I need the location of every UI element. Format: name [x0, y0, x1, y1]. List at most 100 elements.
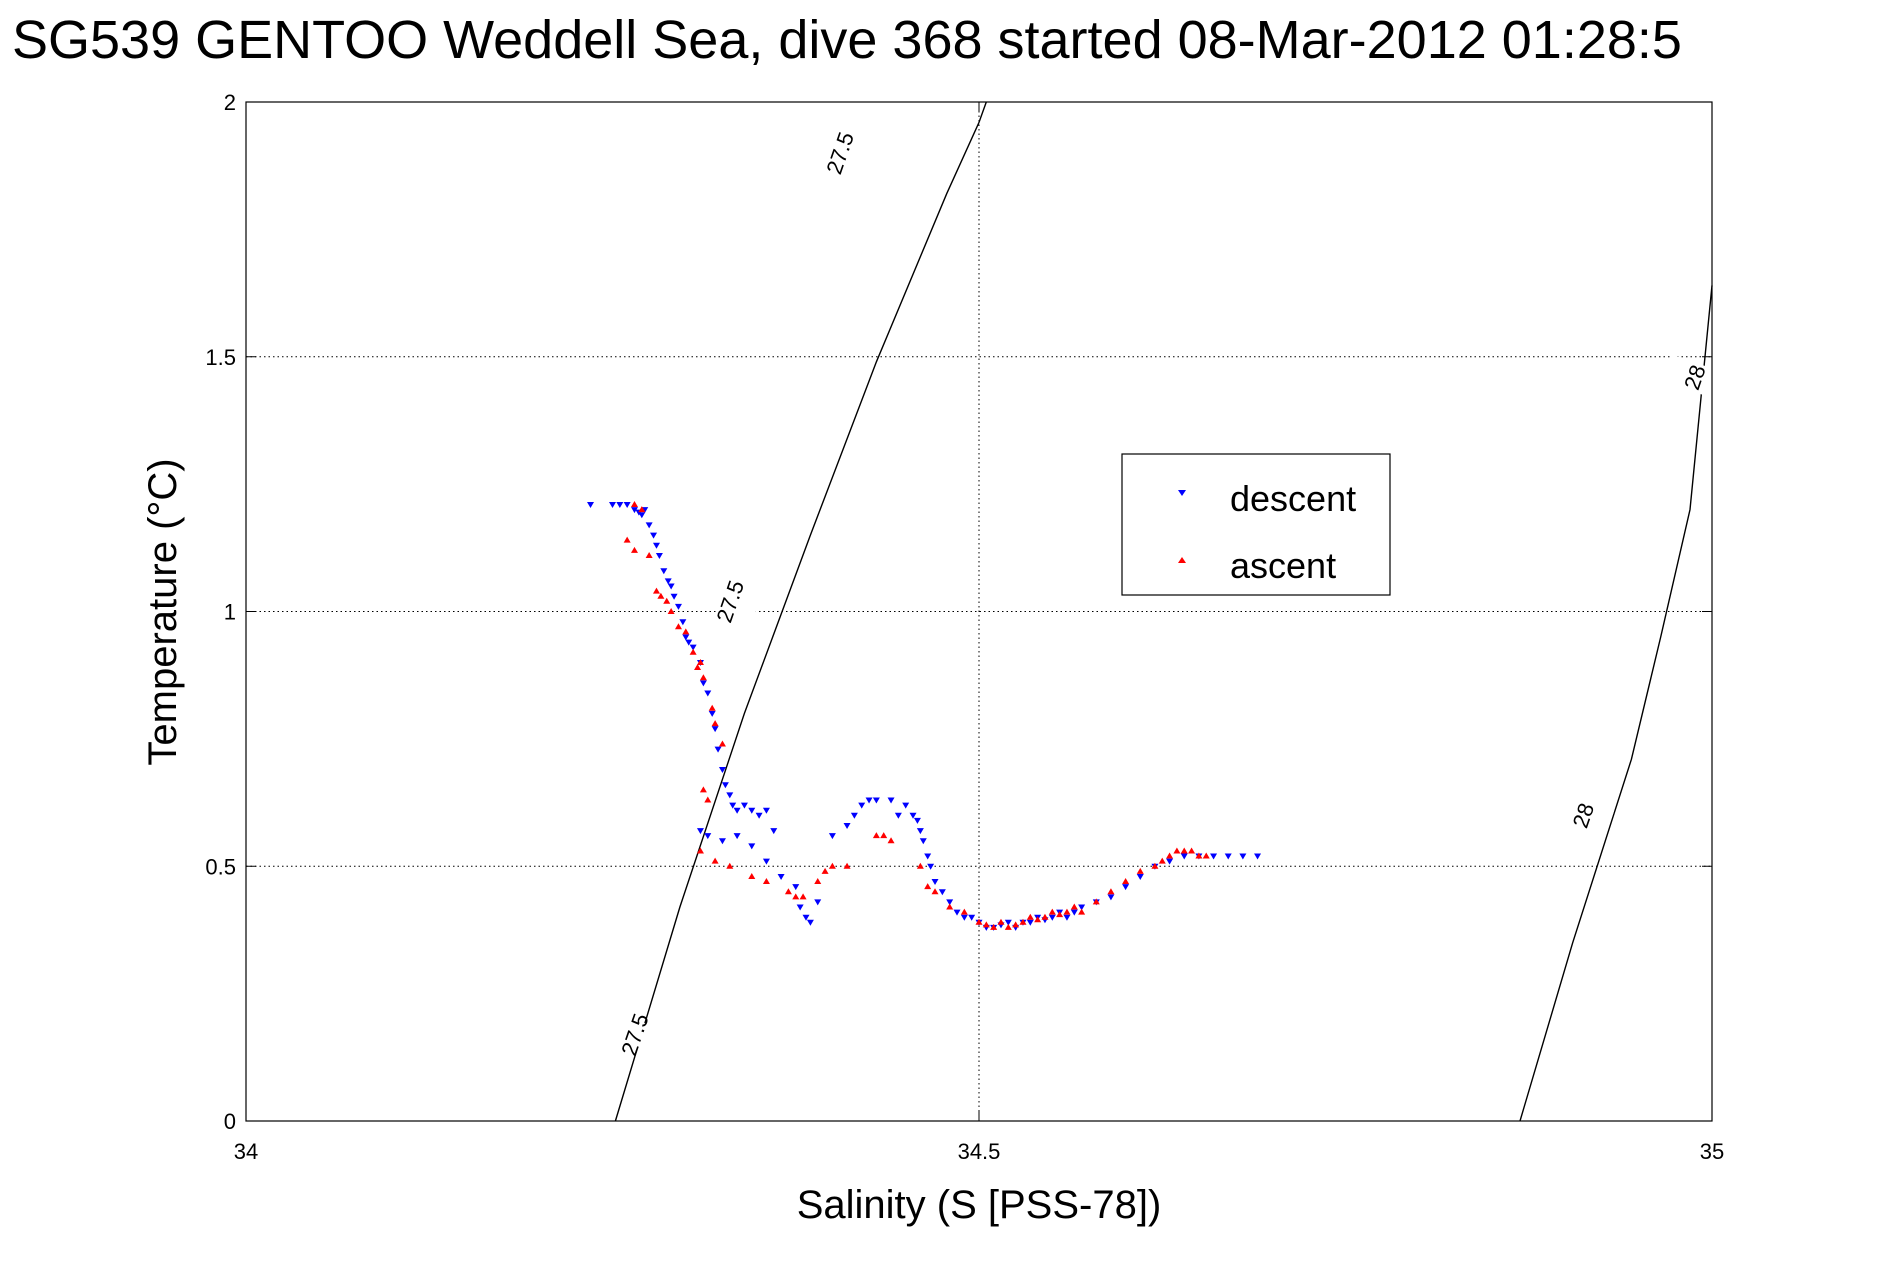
ascent-point	[623, 536, 631, 543]
descent-point	[894, 812, 902, 819]
descent-point	[655, 552, 663, 559]
contour-label-background	[698, 578, 761, 624]
ascent-point	[708, 704, 716, 711]
descent-point	[1004, 919, 1012, 926]
descent-point	[802, 914, 810, 921]
descent-point	[696, 828, 704, 835]
descent-point	[927, 863, 935, 870]
x-tick-label: 35	[1700, 1139, 1724, 1164]
contour-label-background	[1663, 354, 1726, 400]
descent-point	[872, 797, 880, 804]
ascent-point	[630, 501, 638, 508]
ascent-point	[704, 796, 712, 803]
ascent-point	[990, 923, 998, 930]
descent-point	[652, 542, 660, 549]
descent-point	[887, 797, 895, 804]
descent-point	[946, 899, 954, 906]
descent-point	[1166, 858, 1174, 865]
descent-point	[708, 710, 716, 717]
ascent-point	[699, 786, 707, 793]
descent-point	[616, 502, 624, 509]
ascent-point	[982, 921, 990, 928]
descent-point	[733, 833, 741, 840]
x-tick-label: 34.5	[958, 1139, 1001, 1164]
descent-point	[968, 914, 976, 921]
ascent-point	[1019, 918, 1027, 925]
ascent-point	[682, 628, 690, 635]
descent-point	[740, 802, 748, 809]
y-tick-label: 0.5	[205, 854, 236, 879]
legend: descent ascent	[1121, 453, 1391, 596]
ascent-point	[843, 862, 851, 869]
ascent-point	[1202, 852, 1210, 859]
y-axis-label: Temperature (°C)	[141, 458, 185, 765]
descent-point	[721, 782, 729, 789]
descent-point	[828, 833, 836, 840]
legend-box	[1121, 453, 1391, 596]
descent-point	[718, 766, 726, 773]
descent-point	[806, 919, 814, 926]
descent-point	[755, 812, 763, 819]
ascent-point	[887, 837, 895, 844]
ascent-point	[997, 918, 1005, 925]
ascent-point	[1012, 921, 1020, 928]
ascent-point	[1180, 847, 1188, 854]
descent-point	[1070, 909, 1078, 916]
ascent-point	[1041, 913, 1049, 920]
ascent-point	[946, 903, 954, 910]
ascent-point	[1056, 911, 1064, 918]
ascent-point	[652, 587, 660, 594]
descent-point	[843, 822, 851, 829]
ascent-point	[821, 867, 829, 874]
descent-point	[748, 807, 756, 814]
ascent-point	[696, 847, 704, 854]
descent-point	[660, 568, 668, 575]
contour-label-background	[808, 130, 871, 176]
ascent-point	[674, 623, 682, 630]
descent-point	[777, 873, 785, 880]
descent-point	[704, 690, 712, 697]
ascent-point	[916, 862, 924, 869]
ascent-point	[1034, 916, 1042, 923]
ascent-point	[1070, 903, 1078, 910]
descent-point	[1210, 853, 1218, 860]
ascent-point	[748, 872, 756, 879]
descent-point	[630, 507, 638, 514]
ascent-point	[1107, 888, 1115, 895]
y-tick-label: 1	[224, 600, 236, 625]
ascent-point	[1195, 852, 1203, 859]
descent-point	[850, 812, 858, 819]
ascent-point	[711, 720, 719, 727]
ascent-point	[699, 674, 707, 681]
descent-point	[733, 807, 741, 814]
ascent-point	[872, 832, 880, 839]
descent-point	[909, 812, 917, 819]
descent-point	[645, 522, 653, 529]
descent-point	[685, 639, 693, 646]
axis-ticks: 34 34.5 35 0 0.5 1 1.5 2	[205, 90, 1724, 1164]
descent-point	[704, 833, 712, 840]
descent-point	[865, 797, 873, 804]
y-tick-label: 1.5	[205, 345, 236, 370]
descent-point	[670, 593, 678, 600]
descent-point	[1224, 853, 1232, 860]
descent-point	[762, 807, 770, 814]
descent-point	[960, 914, 968, 921]
descent-point	[792, 884, 800, 891]
ascent-point	[1166, 852, 1174, 859]
legend-descent-marker	[1178, 490, 1186, 496]
descent-point	[699, 680, 707, 687]
legend-ascent-label: ascent	[1230, 545, 1336, 586]
descent-point	[1180, 853, 1188, 860]
descent-point	[1078, 904, 1086, 911]
ascent-point	[694, 664, 702, 671]
descent-point	[762, 858, 770, 865]
ascent-point	[726, 862, 734, 869]
descent-point	[1107, 894, 1115, 901]
data-points	[587, 501, 1262, 931]
ascent-point	[657, 592, 665, 599]
descent-point	[858, 802, 866, 809]
descent-point	[638, 512, 646, 519]
descent-point	[1063, 914, 1071, 921]
